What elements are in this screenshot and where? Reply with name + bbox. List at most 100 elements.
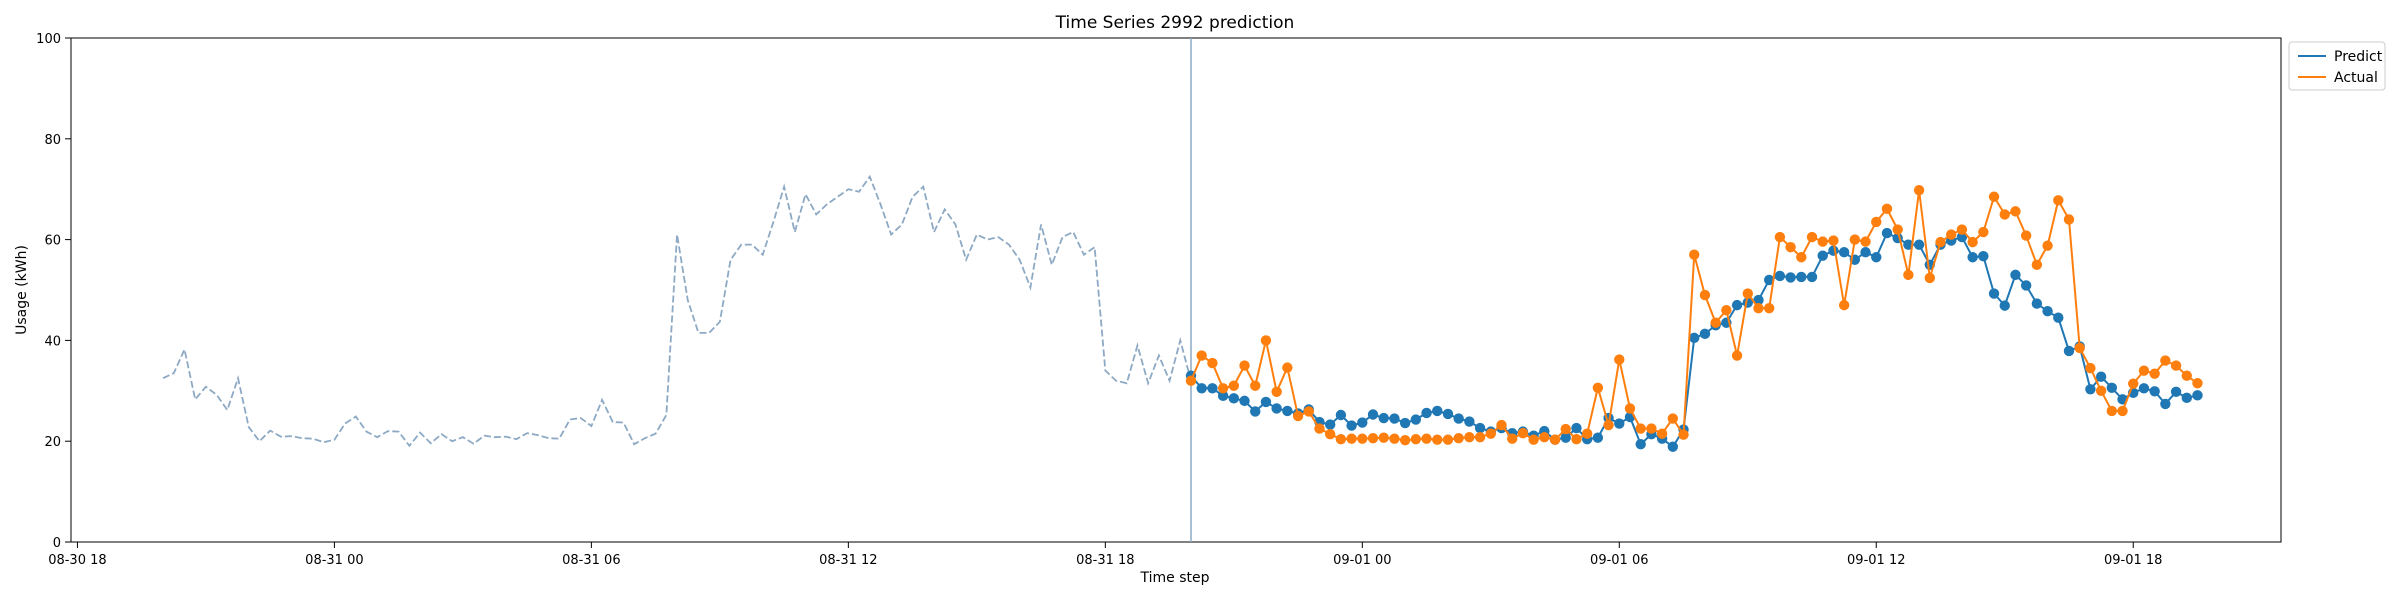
data-point-predict [2053, 312, 2064, 323]
data-point-predict [1335, 409, 1347, 421]
data-point-actual [1260, 335, 1272, 346]
data-point-actual [2117, 405, 2128, 417]
series-points-actual [1185, 185, 2203, 446]
x-tick-label: 09-01 12 [1847, 553, 1905, 568]
data-point-predict [1571, 422, 1582, 434]
x-tick-label: 09-01 18 [2104, 553, 2162, 568]
data-point-predict [1881, 227, 1893, 239]
plot-area: 0 20 40 60 80 100 08-30 18 08-31 00 08-31 06 08-3… [36, 32, 2282, 568]
x-tick-label: 08-31 18 [1076, 553, 1134, 568]
data-point-actual [1571, 433, 1582, 445]
data-point-actual [1303, 406, 1314, 417]
data-point-predict [1260, 396, 1272, 408]
data-point-predict [1207, 383, 1218, 394]
data-point-actual [2149, 368, 2160, 379]
data-point-predict [1592, 432, 1604, 443]
data-point-actual [1721, 304, 1732, 316]
data-point-actual [1335, 433, 1347, 445]
data-point-actual [1796, 252, 1807, 263]
data-point-predict [1442, 408, 1454, 420]
data-point-predict [1389, 413, 1400, 424]
data-point-actual [1410, 433, 1422, 445]
data-point-predict [1978, 251, 1989, 262]
data-point-actual [1357, 433, 1368, 444]
data-point-actual [1292, 410, 1304, 422]
data-point-predict [1774, 270, 1786, 282]
data-point-actual [1689, 249, 1700, 260]
data-point-actual [2128, 378, 2139, 389]
data-point-predict [1913, 239, 1925, 250]
data-point-actual [1624, 403, 1636, 414]
x-tick-label: 08-31 00 [305, 553, 363, 568]
data-point-predict [2106, 382, 2118, 393]
data-point-predict [1838, 247, 1850, 258]
data-point-actual [1314, 423, 1325, 434]
data-point-actual [1860, 236, 1871, 247]
data-point-actual [1646, 423, 1657, 434]
data-point-predict [1999, 300, 2010, 311]
data-point-predict [1421, 407, 1432, 419]
history-line [162, 174, 1192, 448]
data-point-actual [1581, 428, 1593, 439]
data-point-actual [1753, 302, 1764, 314]
data-point-predict [1860, 247, 1871, 258]
data-point-predict [1731, 299, 1743, 311]
data-point-predict [2170, 386, 2182, 398]
y-tick-label: 100 [36, 32, 61, 47]
data-point-actual [2138, 365, 2150, 376]
data-point-predict [1614, 418, 1625, 429]
data-point-actual [1656, 428, 1668, 439]
data-point-actual [1946, 229, 1957, 240]
data-point-actual [1924, 272, 1936, 284]
legend-label-predict: Predict [2334, 49, 2383, 65]
data-point-actual [2160, 355, 2171, 366]
data-point-actual [1250, 380, 1261, 391]
data-point-predict [1828, 245, 1839, 256]
data-point-actual [1731, 350, 1743, 361]
y-tick-label: 80 [44, 133, 61, 148]
data-point-predict [1871, 252, 1882, 263]
data-point-predict [1271, 403, 1282, 414]
data-point-predict [1464, 416, 1475, 427]
data-point-actual [1474, 431, 1486, 443]
data-point-actual [2010, 206, 2021, 217]
data-point-predict [1806, 271, 1818, 283]
data-point-predict [1324, 419, 1336, 430]
x-tick-label: 09-01 00 [1333, 553, 1391, 568]
data-point-actual [1517, 427, 1529, 439]
data-point-actual [1988, 191, 2000, 202]
axes-frame [70, 37, 2282, 543]
data-point-actual [2181, 370, 2192, 381]
data-point-actual [1507, 433, 1518, 444]
data-point-predict [2192, 390, 2203, 401]
data-point-actual [1699, 289, 1711, 301]
data-point-actual [1346, 433, 1357, 444]
data-point-predict [1474, 422, 1486, 434]
x-tick-label: 08-31 12 [819, 553, 877, 568]
data-point-predict [1217, 390, 1229, 402]
data-point-actual [2074, 342, 2085, 354]
data-point-actual [1453, 432, 1464, 444]
data-point-predict [2160, 398, 2171, 410]
data-point-actual [1881, 203, 1893, 215]
data-point-actual [1399, 434, 1411, 446]
data-point-actual [1378, 432, 1389, 443]
data-point-actual [1828, 235, 1839, 246]
data-point-actual [2063, 214, 2075, 225]
legend: Predict Actual [2288, 41, 2386, 91]
data-point-actual [1806, 231, 1818, 243]
data-point-actual [1228, 380, 1240, 391]
data-point-actual [2042, 240, 2053, 251]
data-point-actual [1196, 350, 1207, 361]
data-point-actual [1432, 434, 1443, 445]
data-point-predict [1988, 288, 2000, 299]
data-point-predict [1239, 395, 1250, 407]
data-point-actual [1614, 354, 1625, 365]
data-point-predict [1196, 383, 1207, 394]
data-point-predict [2181, 392, 2192, 404]
data-point-predict [1763, 274, 1775, 286]
data-point-predict [1250, 406, 1261, 417]
data-point-actual [1967, 236, 1978, 248]
data-point-actual [1892, 224, 1903, 235]
